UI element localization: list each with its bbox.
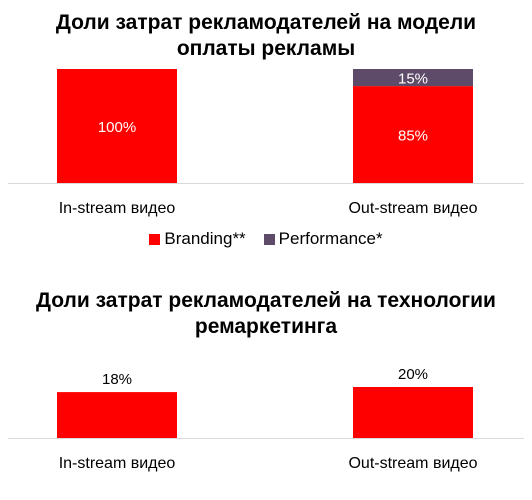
data-label-remarketing-1: 20% <box>398 366 428 383</box>
legend-swatch-branding <box>149 233 161 245</box>
chart2-title-line1: Доли затрат рекламодателей на технологии <box>36 289 496 312</box>
chart1-title: Доли затрат рекламодателей на модели опл… <box>0 10 532 62</box>
chart1-plot: 100% In-stream видео 85% 15% Out-stream виде… <box>8 69 524 217</box>
chart2-title-line2: ремаркетинга <box>194 315 338 338</box>
chart2-x-tick-label-1: Out-stream видео <box>348 455 477 472</box>
data-label-branding-0: 100% <box>98 119 136 136</box>
data-label-branding-1: 85% <box>398 128 428 145</box>
bar-performance-1[interactable] <box>353 69 473 87</box>
bar-branding-1[interactable] <box>353 86 473 183</box>
bar-remarketing-0[interactable] <box>57 392 177 438</box>
chart2-title: Доли затрат рекламодателей на технологии… <box>0 288 532 340</box>
chart1-title-line1: Доли затрат рекламодателей на модели <box>55 11 477 34</box>
legend-item-performance[interactable]: Performance* <box>263 229 383 249</box>
data-label-performance-1: 15% <box>398 71 428 88</box>
data-label-remarketing-0: 18% <box>102 371 132 388</box>
chart1-title-line2: оплаты рекламы <box>176 37 356 60</box>
chart2-x-tick-label-0: In-stream видео <box>59 455 176 472</box>
legend-label-branding: Branding** <box>164 229 246 248</box>
legend-item-branding[interactable]: Branding** <box>149 229 246 249</box>
legend-swatch-performance <box>263 233 275 245</box>
bar-remarketing-1[interactable] <box>353 387 473 438</box>
chart2-plot: 18% In-stream видео 20% Out-stream видео <box>8 366 524 472</box>
chart1-legend: Branding** Performance* <box>0 227 532 251</box>
chart1-x-tick-label-1: Out-stream видео <box>348 200 477 217</box>
bar-branding-0[interactable] <box>57 69 177 183</box>
legend-label-performance: Performance* <box>278 229 383 248</box>
chart1-x-tick-label-0: In-stream видео <box>59 200 176 217</box>
